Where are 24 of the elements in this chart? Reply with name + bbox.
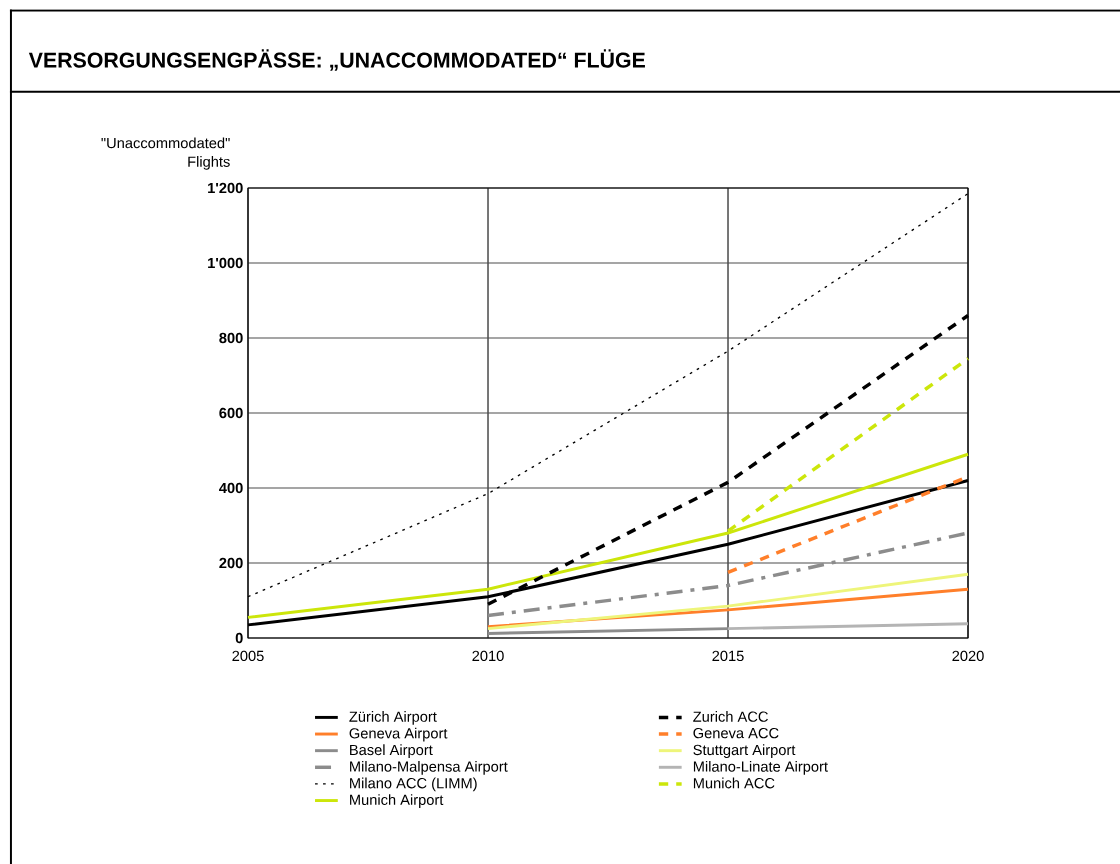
legend-label: Munich Airport <box>350 794 444 808</box>
chart-title: VERSORGUNGSENGPÄSSE: „UNACCOMMODATED“ FLÜGE <box>28 49 645 71</box>
legend-label: Geneva ACC <box>693 727 779 739</box>
legend-label: Zürich Airport <box>349 711 437 725</box>
y-tick-label: 200 <box>219 557 243 569</box>
y-tick-label: 1'000 <box>208 257 243 269</box>
y-tick-label: 600 <box>219 407 243 419</box>
x-tick-label: 2015 <box>712 650 744 662</box>
y-tick-label: 1'200 <box>208 182 243 194</box>
x-tick-label: 2010 <box>472 650 504 662</box>
legend-label: Stuttgart Airport <box>693 744 796 759</box>
y-tick-label: 400 <box>219 482 243 494</box>
y-tick-label: 800 <box>219 332 243 344</box>
legend-label: Basel Airport <box>350 744 433 759</box>
y-tick-label: 0 <box>235 632 243 644</box>
legend-label: Munich ACC <box>693 777 775 789</box>
legend-label: Milano ACC (LIMM) <box>350 777 477 792</box>
legend-label: Milano-Malpensa Airport <box>350 760 508 775</box>
x-tick-label: 2020 <box>952 650 984 662</box>
y-axis-title: "Unaccommodated" Flights <box>101 137 230 170</box>
legend-label: Zurich ACC <box>693 711 768 722</box>
legend-label: Geneva Airport <box>349 727 448 742</box>
x-tick-label: 2005 <box>232 650 264 662</box>
legend-label: Milano-Linate Airport <box>693 760 828 775</box>
